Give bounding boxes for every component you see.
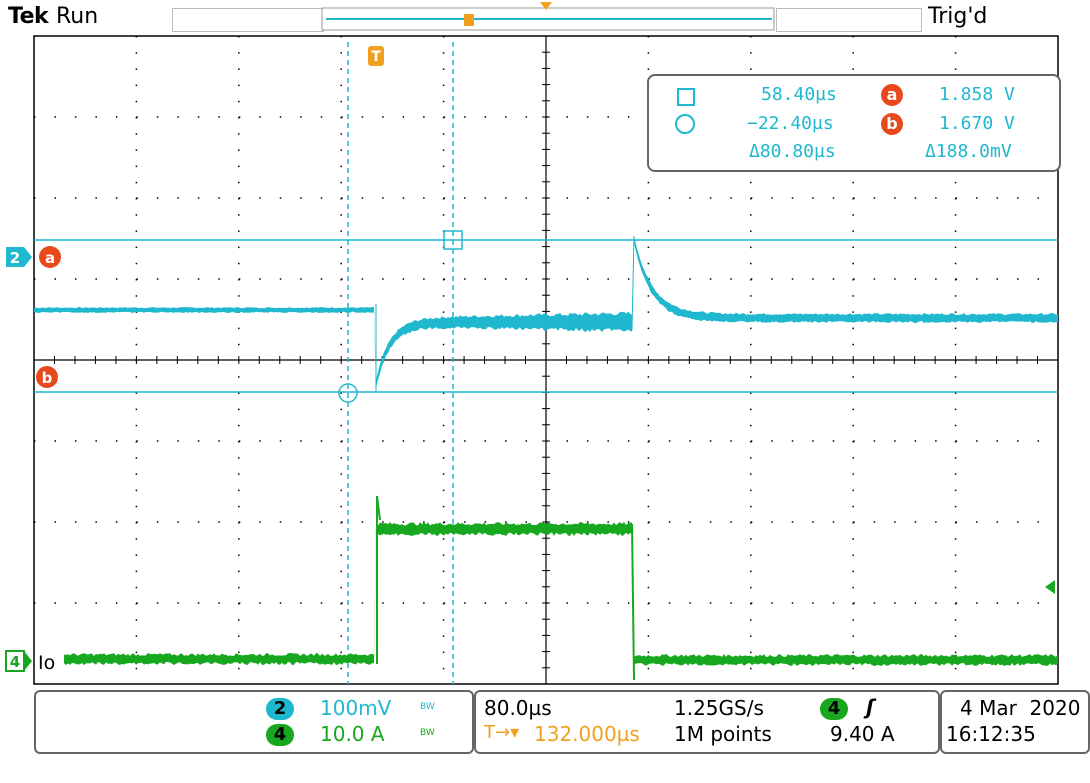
- trigger-position-marker: [464, 14, 474, 26]
- cursor2-time: −22.40µs: [747, 113, 834, 134]
- ch2-waveform-band: [34, 235, 1058, 389]
- trigger-level[interactable]: 9.40 A: [830, 722, 895, 746]
- trigger-slope-icon: ʃ: [866, 695, 875, 719]
- timebase-scale[interactable]: 80.0µs: [484, 696, 552, 720]
- cursor1-square-icon: [443, 230, 463, 250]
- trigger-position-icon: T→▾: [484, 722, 520, 743]
- horizontal-position[interactable]: 132.000µs: [534, 722, 640, 746]
- cursor1-square-icon: [677, 88, 695, 106]
- trigger-level-arrow-icon: [1045, 580, 1055, 594]
- trigger-source-chip[interactable]: 4: [820, 698, 848, 720]
- brand-logo: Tek: [8, 4, 49, 29]
- ch2-scale[interactable]: 100mV: [320, 696, 392, 720]
- status-field-right: [776, 8, 922, 32]
- ch4-waveform: [376, 495, 635, 681]
- time: 16:12:35: [946, 722, 1036, 746]
- info-bar: 2 100mV BW 4 10.0 A BW 80.0µs 1.25GS/s 4…: [0, 686, 1090, 783]
- trigger-t-icon: T: [368, 46, 384, 66]
- ch2-bw-icon: BW: [420, 702, 435, 712]
- delta-volts: Δ188.0mV: [925, 141, 1012, 162]
- ch4-waveform-band: [64, 522, 1058, 666]
- sample-rate: 1.25GS/s: [674, 696, 764, 720]
- cursor-b-value: 1.670 V: [939, 113, 1015, 134]
- timebase-panel[interactable]: 80.0µs 1.25GS/s 4 ʃ T→▾ 132.000µs 1M poi…: [474, 690, 940, 754]
- svg-text:b: b: [42, 369, 53, 387]
- delta-time: Δ80.80µs: [749, 141, 836, 162]
- datetime-panel: 4 Mar 2020 16:12:35: [940, 690, 1090, 754]
- cursor-a-badge: a: [881, 84, 903, 106]
- svg-text:T: T: [371, 49, 381, 65]
- cursor-readout: 58.40µs a 1.858 V −22.40µs b 1.670 V Δ80…: [647, 74, 1061, 172]
- run-state: Run: [56, 4, 99, 29]
- ch4-label: Io: [38, 652, 55, 674]
- status-field-left: [172, 8, 324, 32]
- ch4-bw-icon: BW: [420, 728, 435, 738]
- ch4-ground-marker[interactable]: 4 Io: [5, 650, 55, 674]
- cursor-b-badge: b: [881, 113, 903, 135]
- graticule: [33, 35, 1059, 685]
- svg-text:a: a: [45, 249, 55, 267]
- ch4-scale[interactable]: 10.0 A: [320, 722, 385, 746]
- svg-text:4: 4: [10, 653, 20, 671]
- ch2-ground-marker[interactable]: 2: [6, 247, 32, 267]
- date: 4 Mar 2020: [960, 696, 1081, 720]
- cursor-a-value: 1.858 V: [939, 84, 1015, 105]
- trigger-top-icon: [540, 2, 552, 10]
- waveform-display[interactable]: T 2 a b 4 Io: [0, 0, 1090, 690]
- cursor2-circle-icon: [338, 383, 358, 403]
- cursor2-circle-icon: [675, 114, 695, 134]
- cursors[interactable]: [34, 42, 1058, 684]
- cursor-a-marker: a: [39, 246, 61, 268]
- record-length: 1M points: [674, 722, 772, 746]
- svg-text:2: 2: [10, 249, 20, 267]
- channel-panel[interactable]: 2 100mV BW 4 10.0 A BW: [34, 690, 474, 754]
- ch2-chip[interactable]: 2: [266, 698, 294, 720]
- record-view-bar[interactable]: [321, 2, 775, 31]
- ch4-chip[interactable]: 4: [266, 724, 294, 746]
- trigger-state: Trig'd: [928, 4, 988, 29]
- status-bar: Tek Run Trig'd: [0, 0, 1090, 34]
- cursor1-time: 58.40µs: [761, 84, 837, 105]
- cursor-b-marker: b: [36, 366, 58, 388]
